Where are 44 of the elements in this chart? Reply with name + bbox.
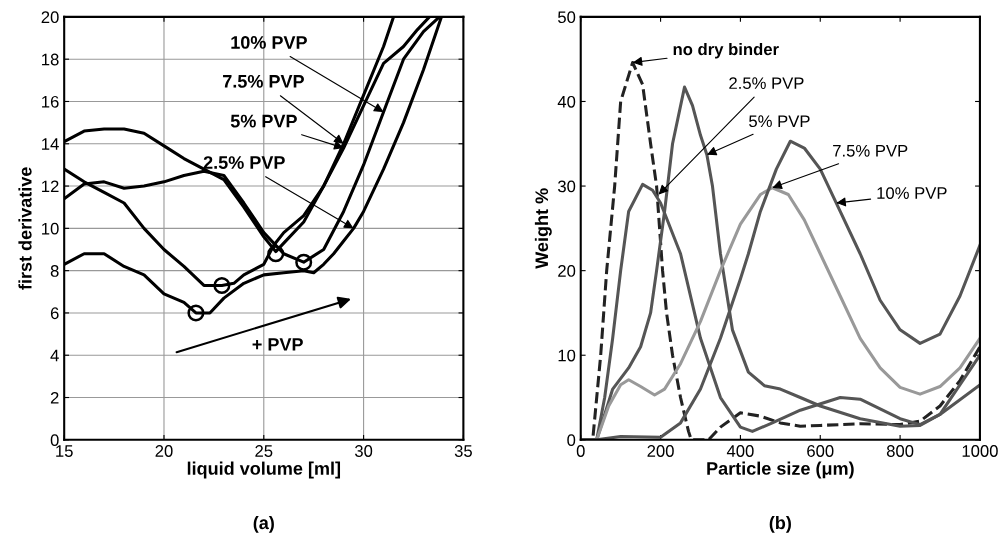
y-axis-title: Weight % <box>534 188 552 269</box>
annotation: 5% PVP <box>749 115 810 128</box>
y-tick-label: 14 <box>42 138 59 150</box>
annotation: 2.5% PVP <box>729 77 804 90</box>
x-tick-label: 200 <box>647 445 674 457</box>
y-tick-label: 10 <box>42 222 59 235</box>
y-tick-label: 8 <box>50 265 59 277</box>
x-tick-label: 800 <box>886 445 914 457</box>
text: (a) <box>253 515 274 533</box>
annotation: 10% PVP <box>877 187 947 199</box>
annotation: 10% PVP <box>231 36 307 49</box>
y-tick-label: 12 <box>42 180 59 193</box>
y-tick-label: 0 <box>50 434 59 447</box>
x-tick-label: 0 <box>576 445 585 457</box>
annotation: 7.5% PVP <box>833 144 908 157</box>
y-tick-label: 20 <box>41 11 59 24</box>
x-tick-label: 30 <box>354 445 373 457</box>
y-tick-label: 2 <box>50 391 59 404</box>
x-tick-label: 600 <box>807 445 834 457</box>
y-tick-label: 30 <box>557 180 576 193</box>
y-axis-title: first derivative <box>18 167 32 290</box>
annotation: 2.5% PVP <box>203 156 285 169</box>
x-tick-label: 20 <box>155 445 173 457</box>
y-tick-label: 16 <box>42 95 59 108</box>
y-tick-label: 10 <box>558 349 576 362</box>
x-tick-label: 15 <box>56 445 73 457</box>
annotation: 7.5% PVP <box>223 74 304 88</box>
x-axis-title: liquid volume [ml] <box>187 461 341 479</box>
annotation: + PVP <box>252 338 303 351</box>
y-tick-label: 4 <box>50 349 59 362</box>
x-tick-label: 1000 <box>962 445 998 457</box>
y-tick-label: 0 <box>567 434 576 447</box>
x-tick-label: 400 <box>726 445 754 457</box>
x-axis-title: Particle size (μm) <box>707 461 854 479</box>
text: (b) <box>769 515 791 533</box>
x-tick-label: 25 <box>255 445 273 457</box>
y-tick-label: 20 <box>558 265 576 277</box>
annotation: no dry binder <box>673 42 779 59</box>
y-tick-label: 18 <box>42 53 59 66</box>
x-tick-label: 35 <box>454 445 472 457</box>
y-tick-label: 40 <box>557 95 576 108</box>
y-tick-label: 50 <box>558 11 576 24</box>
annotation: 5% PVP <box>230 114 297 128</box>
y-tick-label: 6 <box>50 307 59 320</box>
